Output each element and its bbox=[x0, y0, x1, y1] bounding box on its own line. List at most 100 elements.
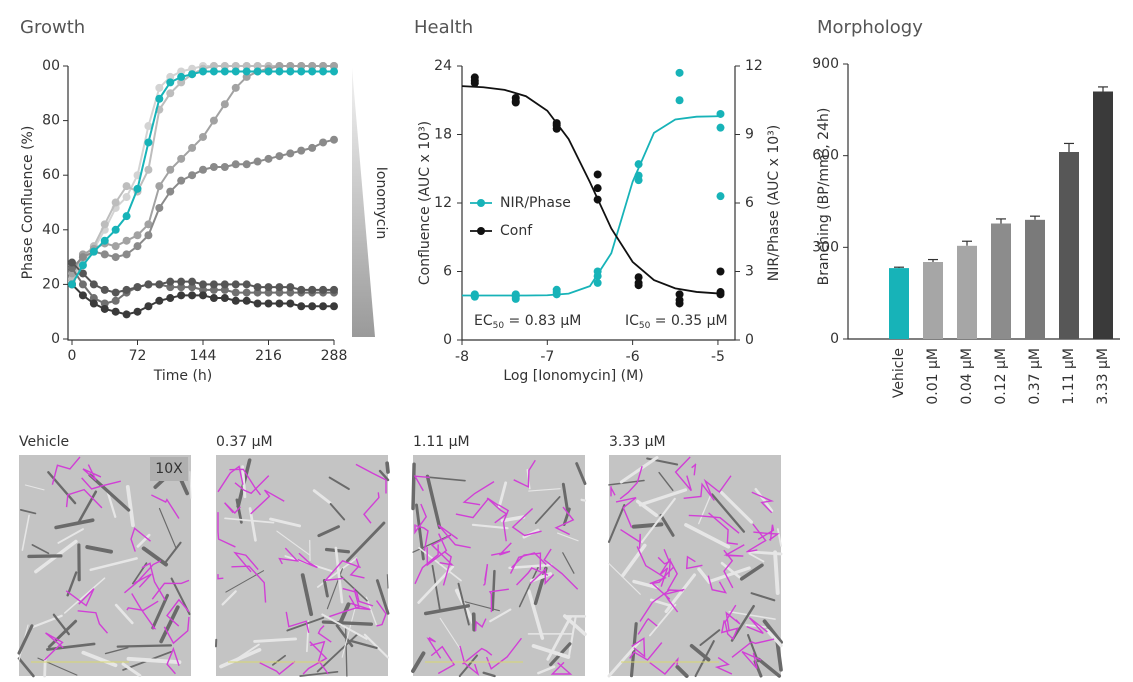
y-tick-label: 00 bbox=[42, 58, 60, 74]
cell-outline bbox=[339, 575, 368, 602]
cell-outline bbox=[632, 579, 659, 590]
data-point bbox=[220, 100, 229, 109]
data-point bbox=[209, 280, 218, 289]
neurite-mask bbox=[703, 475, 732, 498]
y-tick-label: 300 bbox=[812, 239, 839, 255]
data-point bbox=[330, 135, 338, 144]
data-point bbox=[308, 143, 317, 152]
data-point bbox=[166, 89, 175, 98]
neurite-mask bbox=[430, 645, 456, 675]
data-point bbox=[122, 285, 131, 294]
neurite-mask bbox=[375, 600, 387, 627]
cell-outline bbox=[349, 639, 378, 650]
data-point bbox=[319, 67, 328, 76]
neurite-mask bbox=[413, 475, 430, 492]
cell-outline bbox=[317, 525, 340, 538]
cell-outline bbox=[27, 554, 63, 559]
neurite-mask bbox=[707, 575, 728, 594]
data-point bbox=[330, 302, 338, 311]
x-tick-label: 1.11 µM bbox=[1061, 348, 1077, 405]
data-point bbox=[286, 283, 295, 292]
neurite-mask bbox=[650, 566, 674, 600]
cell-outline bbox=[426, 476, 466, 482]
neurite-mask bbox=[455, 497, 499, 519]
cell-outline bbox=[346, 521, 386, 563]
cell-outline bbox=[286, 616, 325, 632]
data-point bbox=[264, 67, 273, 76]
data-point bbox=[122, 182, 131, 191]
cell-outline bbox=[385, 461, 390, 474]
data-point bbox=[122, 212, 131, 221]
annotation-prefix: EC bbox=[474, 313, 493, 329]
neurite-mask bbox=[498, 504, 510, 542]
data-point bbox=[144, 165, 153, 174]
cell-outline bbox=[664, 573, 697, 614]
neurite-mask bbox=[691, 463, 697, 476]
x-tick-label: 0 bbox=[68, 348, 77, 364]
cell-outline bbox=[497, 481, 508, 509]
neurite-mask bbox=[442, 550, 452, 586]
neurite-mask bbox=[217, 574, 224, 580]
cell-outline bbox=[341, 605, 357, 658]
cell-outline bbox=[607, 504, 626, 543]
data-point bbox=[552, 121, 561, 130]
cell-outline bbox=[762, 619, 783, 645]
data-point bbox=[675, 299, 684, 308]
data-point bbox=[286, 149, 295, 158]
y2-tick-label: 0 bbox=[745, 332, 754, 348]
neurite-mask bbox=[511, 507, 542, 537]
neurite-mask bbox=[615, 497, 637, 528]
chart-title: Health bbox=[414, 17, 473, 38]
data-point bbox=[155, 182, 164, 191]
cell-outline bbox=[322, 578, 329, 598]
cell-outline bbox=[562, 614, 587, 636]
data-point bbox=[100, 285, 109, 294]
cell-outline bbox=[66, 571, 78, 597]
legend-label: Conf bbox=[500, 223, 533, 239]
annotation-text: = 0.83 µM bbox=[504, 313, 581, 329]
data-point bbox=[231, 160, 240, 169]
y-axis-label: Phase Confluence (%) bbox=[20, 126, 36, 280]
neurite-mask bbox=[474, 618, 487, 632]
cell-outline bbox=[378, 469, 390, 482]
neurite-mask bbox=[323, 559, 361, 582]
cell-outline bbox=[746, 550, 783, 556]
cell-outline bbox=[126, 656, 182, 665]
y-tick-label: 80 bbox=[42, 113, 60, 129]
data-point bbox=[177, 154, 186, 163]
data-point bbox=[78, 291, 87, 300]
data-point bbox=[231, 288, 240, 297]
y2-tick-label: 9 bbox=[745, 127, 754, 143]
data-point bbox=[177, 176, 186, 185]
neurite-mask bbox=[619, 466, 643, 500]
data-point bbox=[155, 83, 164, 92]
neurite-mask bbox=[685, 555, 703, 570]
neurite-mask bbox=[631, 637, 646, 658]
neurite-mask bbox=[753, 531, 780, 541]
cell-outline bbox=[694, 640, 715, 678]
neurite-mask bbox=[666, 558, 678, 592]
cell-outline bbox=[337, 602, 351, 626]
data-point bbox=[634, 160, 643, 169]
cell-outline bbox=[699, 629, 721, 646]
data-point bbox=[144, 280, 153, 289]
neurite-mask bbox=[751, 491, 775, 514]
data-point bbox=[133, 231, 142, 240]
data-point bbox=[275, 152, 284, 161]
data-point bbox=[209, 163, 218, 172]
y-tick-label: 40 bbox=[42, 222, 60, 238]
neurite-mask bbox=[166, 598, 190, 627]
data-point bbox=[242, 160, 251, 169]
cell-outline bbox=[321, 613, 368, 640]
neurite-mask bbox=[163, 616, 190, 645]
x-tick-label: 72 bbox=[129, 348, 147, 364]
data-point bbox=[286, 67, 295, 76]
neurite-mask bbox=[637, 617, 658, 635]
data-point bbox=[199, 67, 207, 76]
data-point bbox=[319, 138, 328, 147]
data-point bbox=[264, 283, 273, 292]
cell-outline bbox=[386, 574, 389, 589]
neurite-mask bbox=[639, 589, 684, 622]
cell-outline bbox=[720, 491, 753, 524]
data-point bbox=[308, 67, 317, 76]
